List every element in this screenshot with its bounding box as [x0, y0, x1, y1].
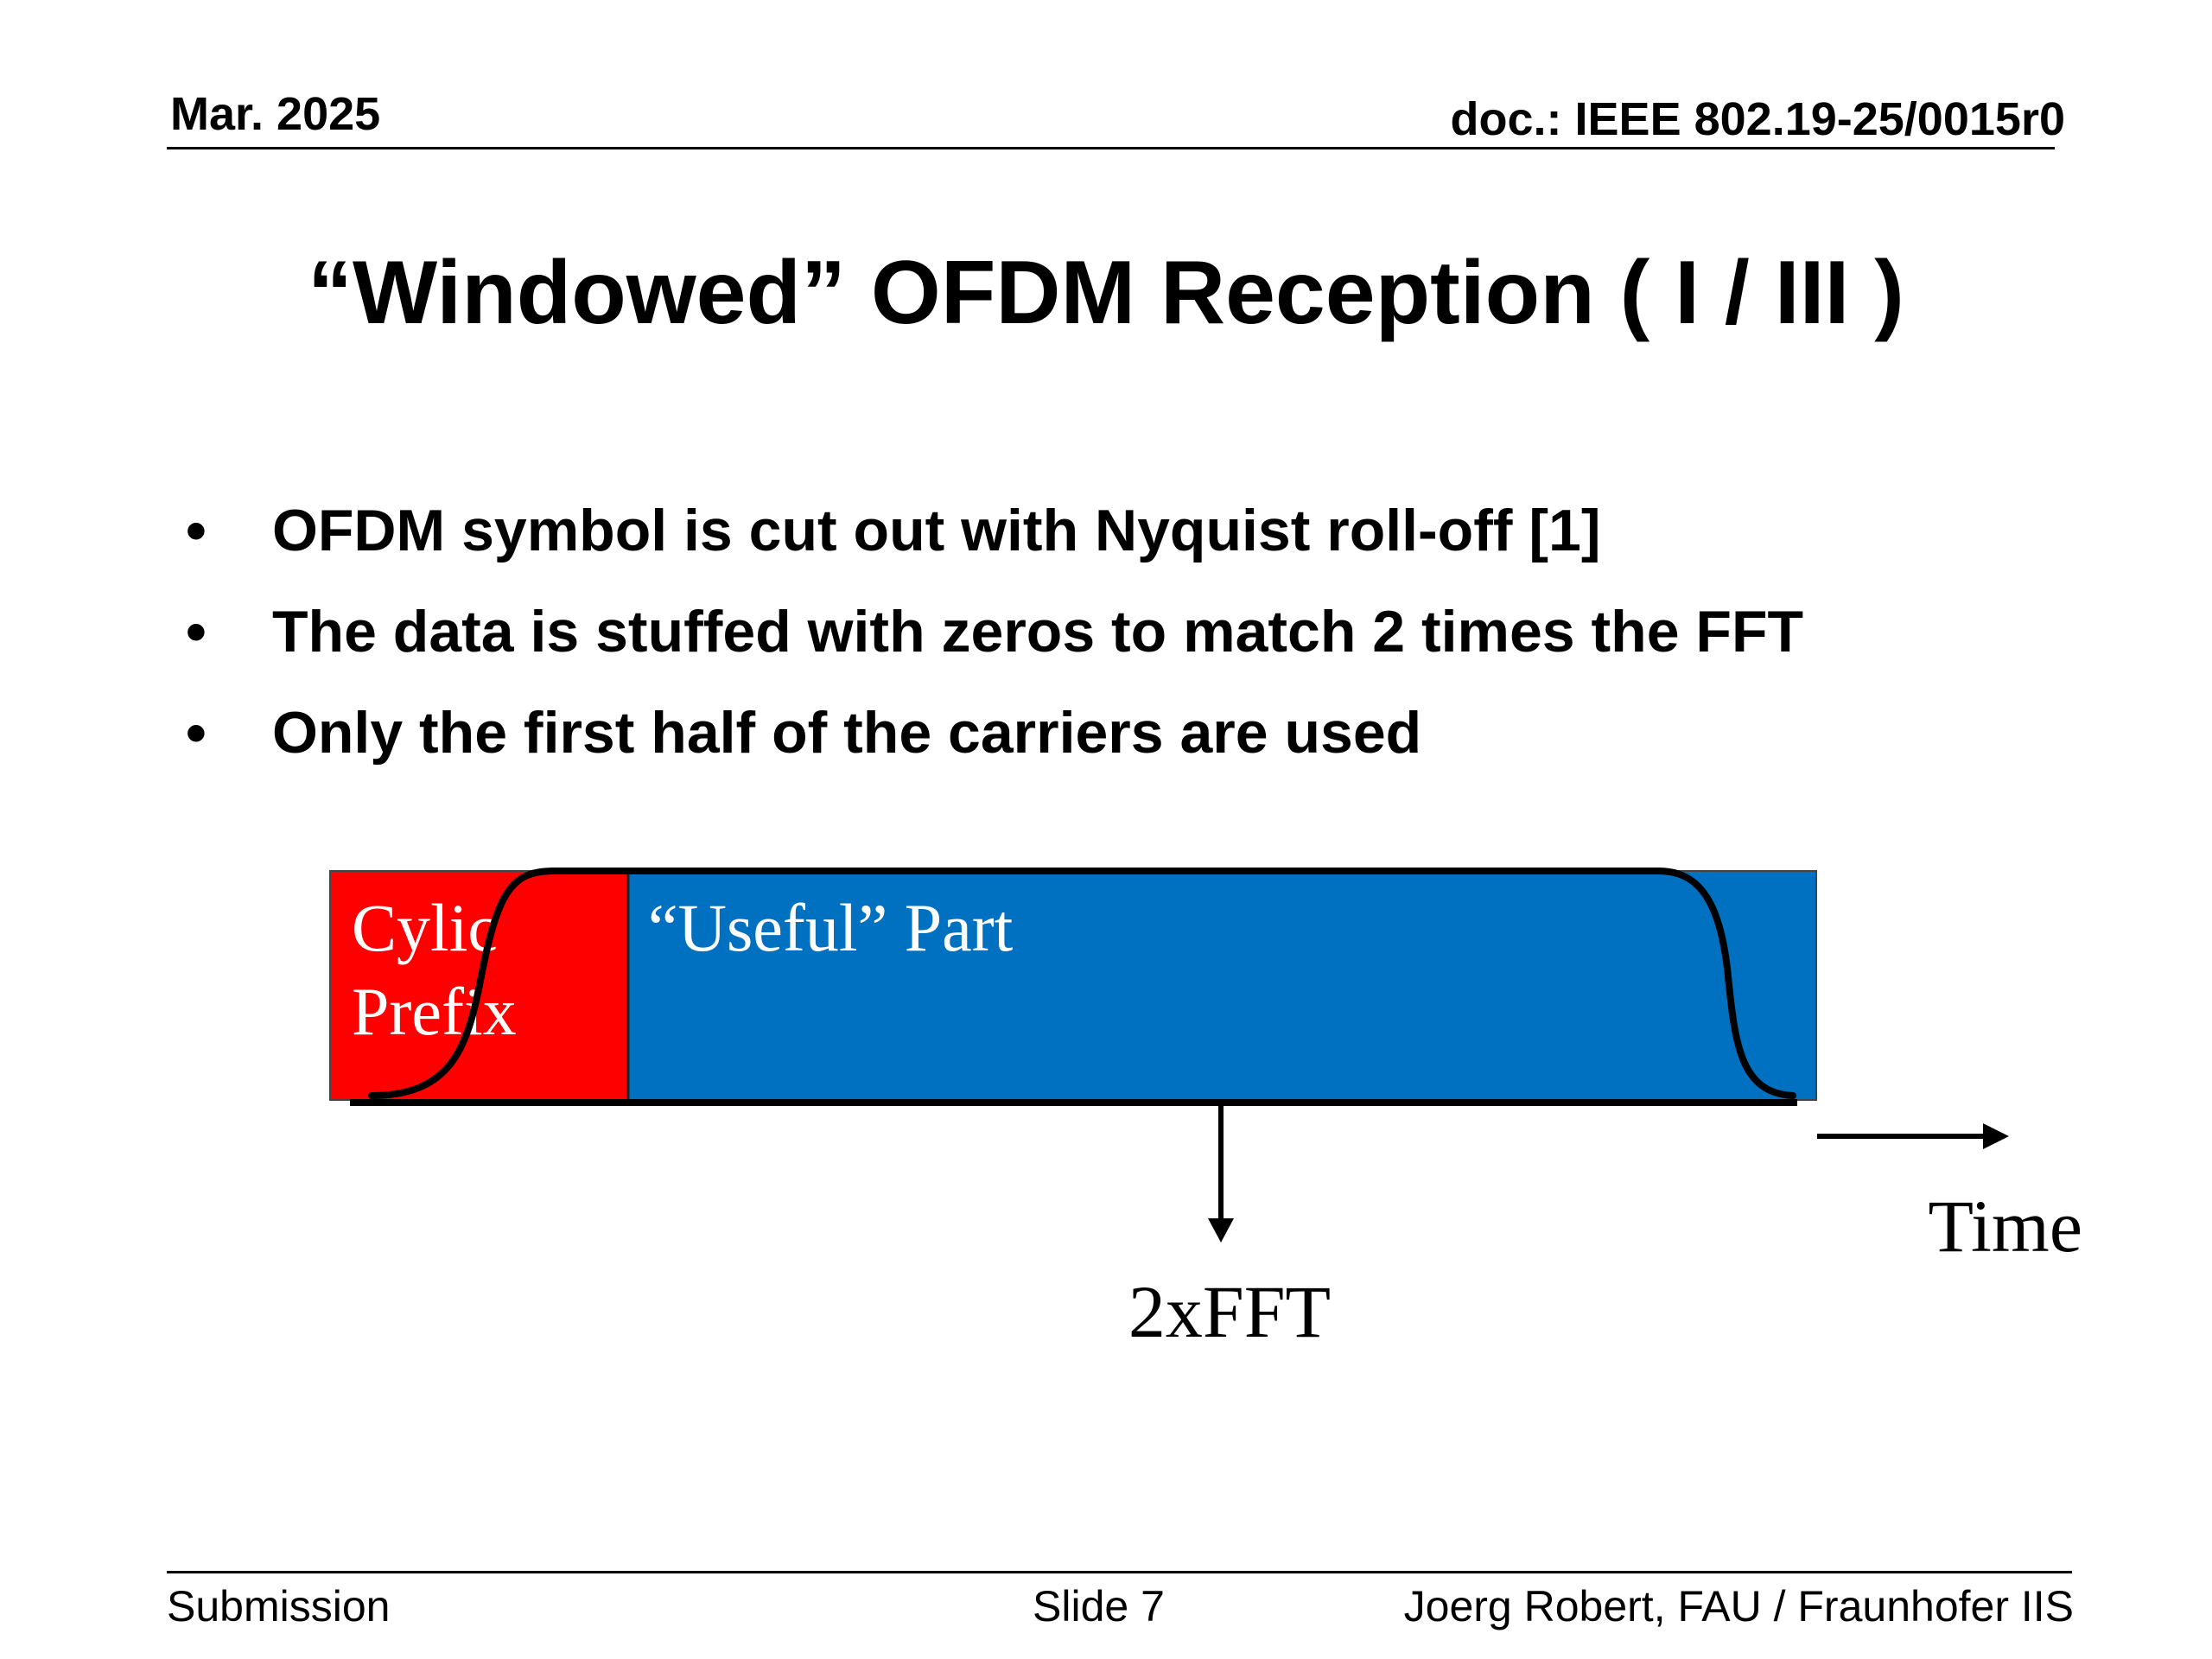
bullet-text: OFDM symbol is cut out with Nyquist roll… — [272, 498, 1601, 563]
bullet-dot: • — [186, 599, 207, 664]
window-curve — [368, 868, 1796, 1099]
bullet-text: Only the first half of the carriers are … — [272, 700, 1422, 766]
bullet-dot: • — [186, 700, 207, 766]
fft-arrow-head — [1208, 1218, 1234, 1243]
header-date: Mar. 2025 — [170, 88, 381, 140]
cp-label-line2: Prefix — [352, 974, 517, 1049]
footer-divider — [167, 1571, 2072, 1573]
time-label: Time — [1929, 1185, 2082, 1268]
header-doc-id: doc.: IEEE 802.19-25/0015r0 — [1450, 93, 2065, 145]
footer-submission: Submission — [167, 1582, 391, 1630]
footer-slide-number: Slide 7 — [1033, 1582, 1165, 1630]
cp-label-line1: Cylic — [352, 890, 498, 965]
slide-title: “Windowed” OFDM Reception ( I / III ) — [308, 243, 1904, 343]
header-divider — [167, 147, 2055, 149]
bullet-dot: • — [186, 498, 207, 563]
fft-label: 2xFFT — [1128, 1270, 1331, 1353]
useful-part-label: “Useful” Part — [648, 890, 1014, 965]
bullet-text: The data is stuffed with zeros to match … — [272, 599, 1804, 664]
useful-part-block — [627, 870, 1817, 1101]
footer-author: Joerg Robert, FAU / Fraunhofer IIS — [1403, 1582, 2074, 1630]
time-arrow-head — [1983, 1123, 2009, 1149]
